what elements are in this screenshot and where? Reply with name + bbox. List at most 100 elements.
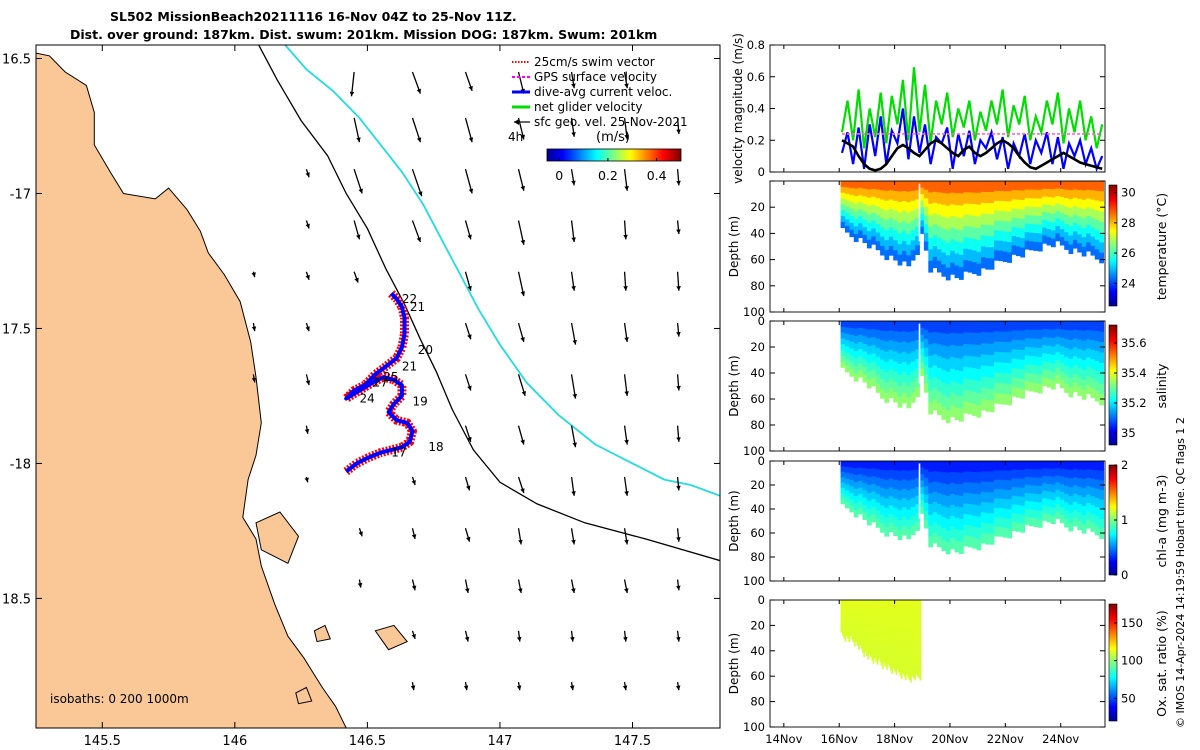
section-cell (1046, 321, 1052, 330)
section-cell (928, 249, 934, 262)
section-cell (1007, 373, 1012, 385)
section-cell (1029, 493, 1034, 502)
section-cell (1059, 221, 1065, 230)
section-cell (886, 652, 888, 662)
section-cell (862, 234, 868, 243)
section-cell (897, 470, 903, 481)
section-cell (998, 393, 1004, 405)
section-cell (980, 213, 986, 225)
section-cell (1064, 502, 1069, 511)
section-cell (1077, 207, 1083, 217)
section-cell (972, 461, 977, 473)
section-cell (928, 355, 934, 368)
section-cell (923, 511, 929, 521)
section-cell (846, 622, 848, 627)
section-cell (914, 610, 916, 621)
section-cell (1090, 349, 1096, 360)
section-cell (998, 362, 1004, 374)
section-cell (862, 366, 868, 375)
section-cell (1077, 495, 1083, 505)
section-cell (989, 492, 995, 504)
section-cell (871, 615, 874, 623)
geo-vector-arrow (464, 271, 472, 291)
section-cell (994, 470, 999, 481)
section-cell (910, 371, 916, 383)
section-cell (1072, 321, 1078, 331)
geo-vector-arrow (676, 220, 681, 235)
section-cell (928, 482, 934, 494)
section-cell (1086, 357, 1091, 367)
section-cell (880, 505, 885, 515)
section-cell (937, 514, 942, 526)
section-cell (1015, 378, 1021, 389)
section-cell (1024, 516, 1030, 526)
section-cell (855, 600, 857, 606)
section-cell (911, 600, 914, 610)
section-cell (941, 333, 947, 346)
section-cell (932, 354, 938, 366)
section-cell (846, 617, 848, 623)
section-cell (1086, 321, 1091, 331)
section-cell (888, 340, 894, 351)
section-cell (916, 628, 919, 639)
section-cell (1007, 509, 1012, 520)
section-cell (985, 258, 991, 270)
section-cell (963, 367, 969, 379)
section-cell (1011, 487, 1017, 497)
section-cell (849, 327, 855, 336)
section-cell (893, 470, 898, 480)
section-cell (1029, 338, 1034, 348)
section-cell (866, 337, 872, 347)
section-cell (954, 382, 960, 396)
section-cell (918, 658, 920, 669)
section-cell (941, 228, 947, 241)
section-cell (1020, 469, 1026, 480)
section-cell (963, 355, 969, 368)
section-cell (1046, 205, 1052, 214)
section-cell (906, 470, 912, 481)
geo-vector-arrow (411, 168, 423, 197)
section-cell (1090, 208, 1096, 219)
section-cell (1046, 337, 1052, 347)
section-cell (906, 637, 908, 647)
section-cell (1042, 329, 1047, 338)
section-cell (855, 631, 857, 637)
section-cell (890, 635, 892, 645)
section-cell (866, 600, 868, 608)
y-tick-label: 80 (750, 550, 765, 564)
section-cell (1077, 386, 1083, 396)
section-cell (941, 539, 947, 552)
section-cell (895, 600, 898, 610)
section-cell (888, 236, 894, 247)
section-cell (880, 514, 885, 524)
section-cell (849, 334, 855, 343)
section-cell (945, 397, 951, 411)
section-cell (845, 496, 850, 503)
geo-vector-arrow (349, 71, 355, 97)
section-cell (867, 622, 870, 630)
section-cell (967, 390, 973, 403)
section-cell (910, 230, 916, 241)
section-cell (1029, 347, 1034, 357)
section-cell (878, 622, 880, 630)
section-cell (884, 210, 890, 221)
section-cell (1090, 368, 1096, 379)
section-cell (998, 230, 1004, 242)
geo-vector-arrow (570, 579, 576, 594)
section-cell (980, 246, 986, 258)
section-cell (959, 484, 964, 497)
section-cell (1015, 461, 1021, 471)
geo-vector-arrow (517, 579, 523, 594)
section-cell (860, 606, 863, 613)
section-cell (1046, 483, 1052, 492)
section-cell (989, 332, 995, 345)
section-cell (1042, 483, 1047, 492)
island (295, 686, 313, 705)
section-cell (915, 377, 920, 388)
y-tick-label: 100 (743, 305, 765, 319)
section-cell (876, 624, 879, 633)
section-cell (849, 480, 855, 487)
section-cell (907, 667, 910, 678)
geo-vector-arrow (570, 528, 576, 545)
section-cell (902, 654, 904, 665)
